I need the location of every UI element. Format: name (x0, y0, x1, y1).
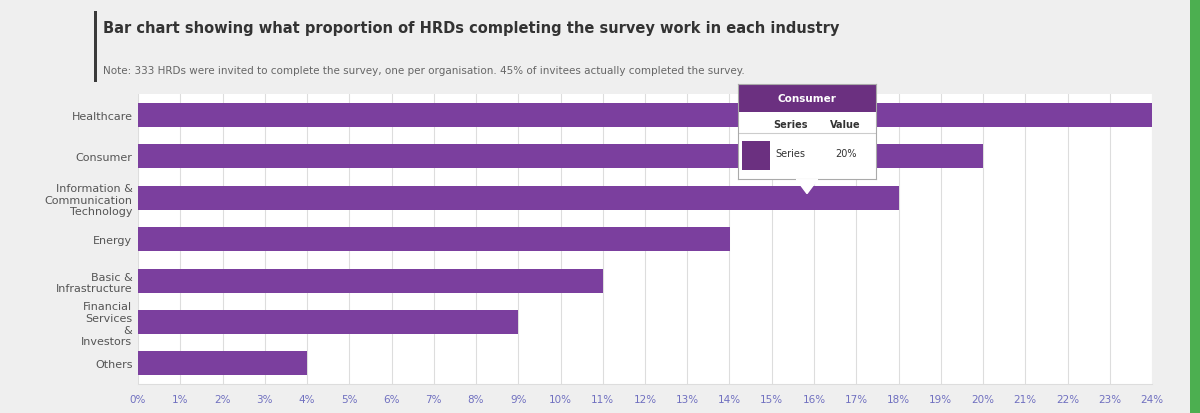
Text: Value: Value (830, 120, 860, 130)
Text: Note: 333 HRDs were invited to complete the survey, one per organisation. 45% of: Note: 333 HRDs were invited to complete … (103, 66, 745, 76)
Bar (138, 228, 730, 252)
Text: Bar chart showing what proportion of HRDs completing the survey work in each ind: Bar chart showing what proportion of HRD… (103, 21, 840, 36)
Text: 20%: 20% (835, 149, 857, 159)
Bar (138, 310, 518, 334)
Bar (138, 104, 1152, 128)
Text: Series: Series (773, 120, 808, 130)
Bar (138, 351, 307, 375)
FancyBboxPatch shape (742, 142, 769, 170)
Text: Series: Series (775, 149, 805, 159)
Bar (138, 186, 899, 210)
Bar (138, 145, 983, 169)
Text: Consumer: Consumer (778, 94, 836, 104)
Polygon shape (797, 180, 818, 194)
FancyBboxPatch shape (738, 85, 876, 113)
Bar (138, 269, 602, 293)
